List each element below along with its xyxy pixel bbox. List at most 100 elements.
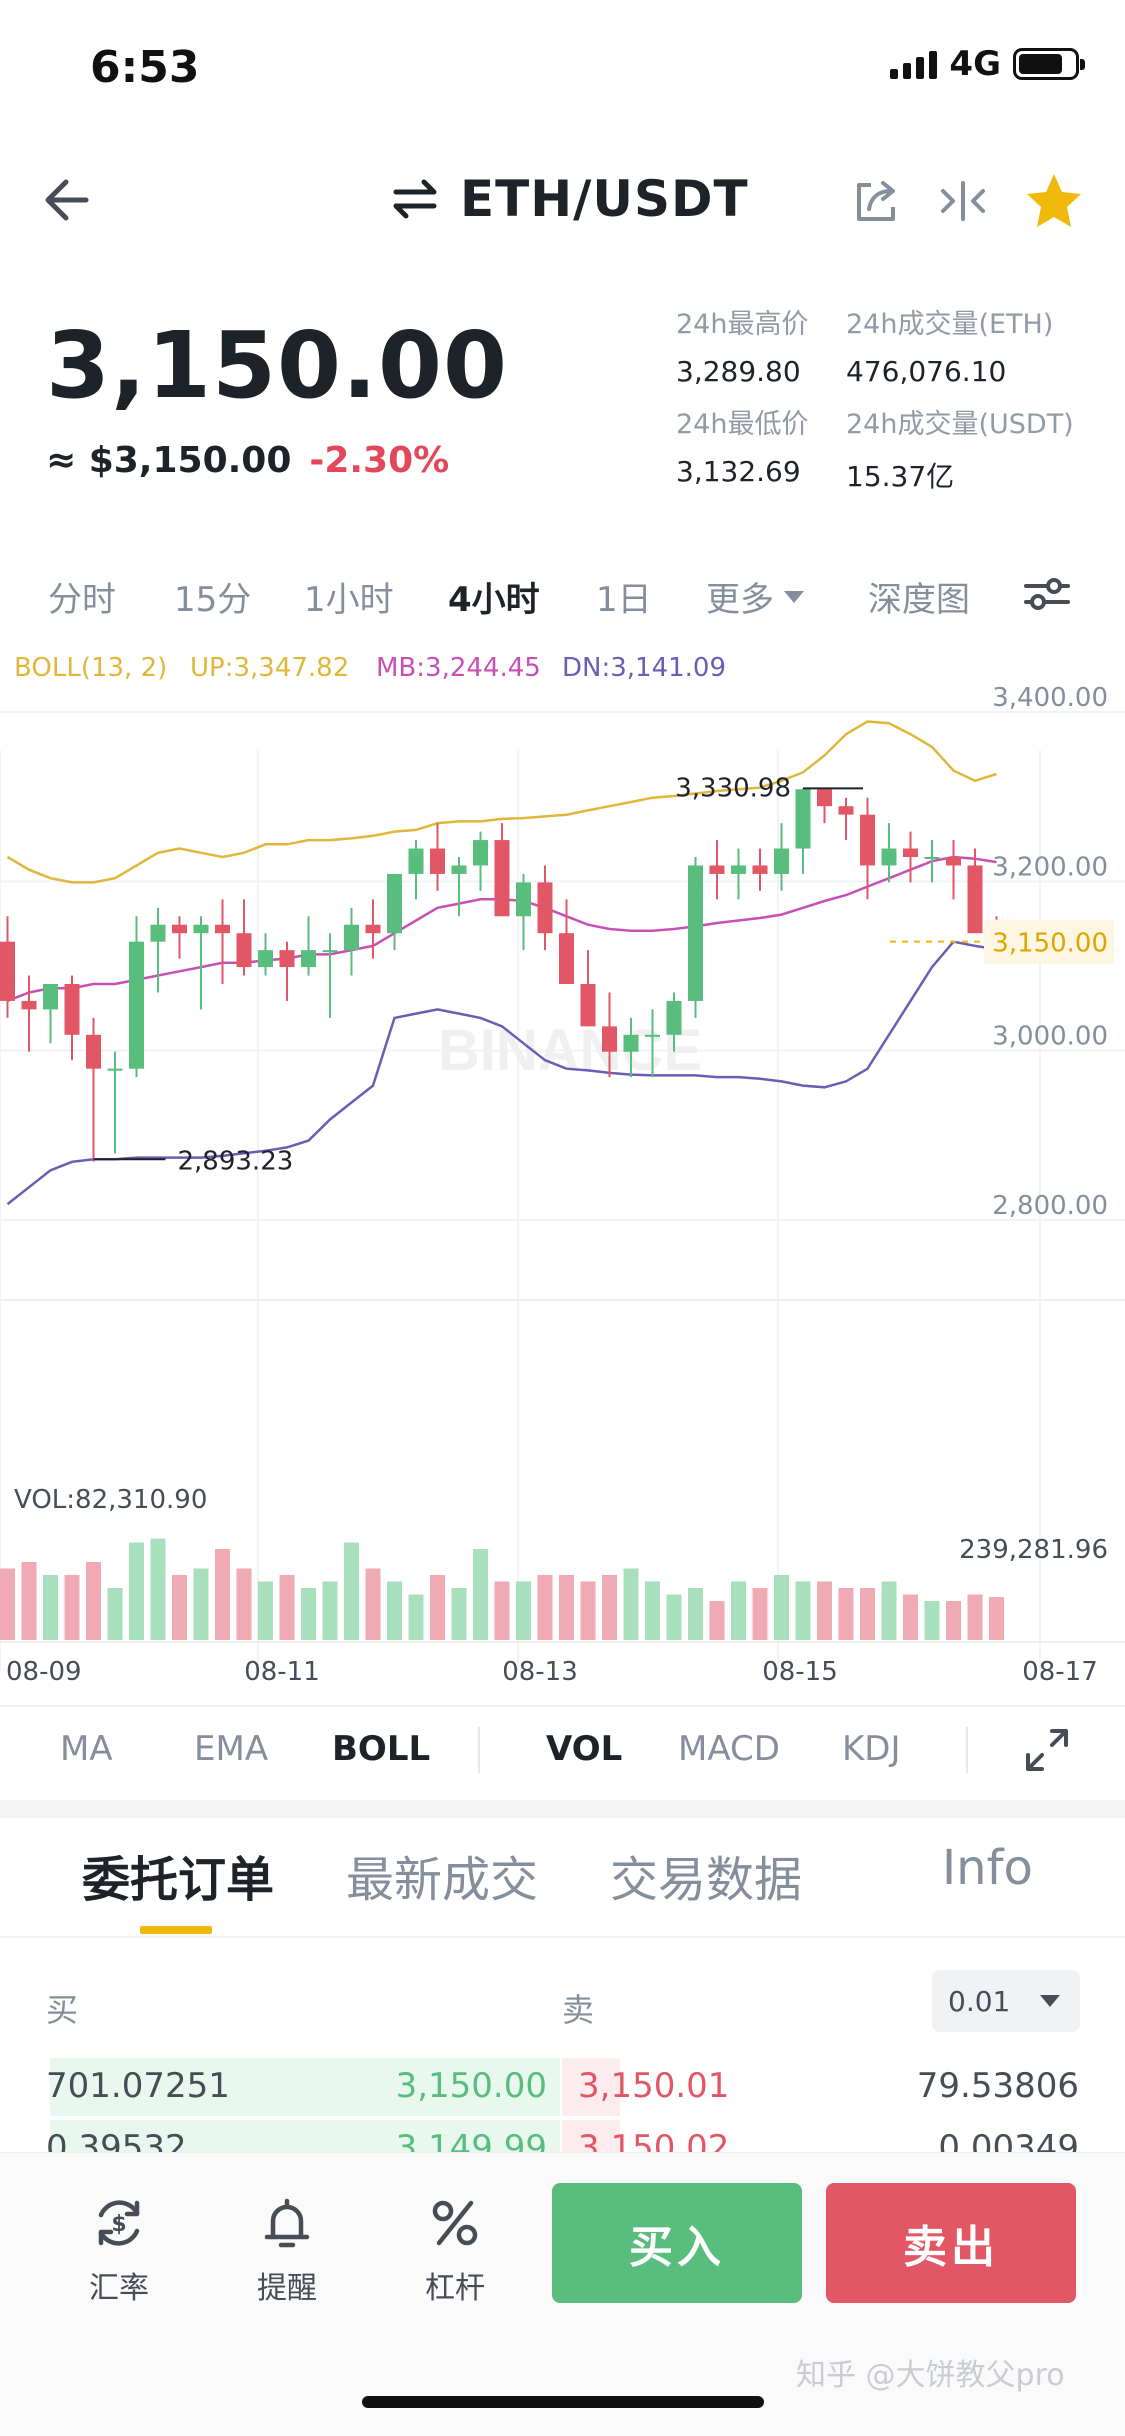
date-axis-label: 08-13 [502,1657,578,1687]
watermark-text: 知乎 @大饼教父pro [796,2358,1065,2393]
buy-price: 3,150.00 [395,2066,547,2106]
tab-timeframe-4h[interactable]: 4小时 [448,580,540,620]
current-price-tag-bg [984,919,1114,964]
price-stats: 24h最高价 24h成交量(ETH) 3,289.80 476,076.10 2… [676,302,1106,495]
volume-bar [903,1594,918,1640]
star-icon[interactable] [1023,170,1085,232]
bottom-action-bar: $ 汇率 提醒 杠杆 买入 卖出 [0,2152,1125,2436]
tab-timeframe-15m[interactable]: 15分 [174,580,252,620]
volume-bar [494,1581,510,1640]
pair-title: ETH/USDT [460,170,749,228]
tab-market-data[interactable]: 交易数据 [610,1852,803,1908]
indicator-divider [966,1727,968,1773]
alert-button[interactable]: 提醒 [232,2193,342,2307]
margin-button[interactable]: 杠杆 [400,2193,510,2307]
buy-price: 3,149.99 [395,2128,547,2152]
volume-bar [107,1588,123,1640]
candle-body [860,814,875,866]
volume-bar [473,1549,488,1640]
precision-select[interactable]: 0.01 [932,1970,1080,2032]
orderbook-row[interactable]: 0.39532 3,149.99 3,150.02 0.00349 [0,2120,1125,2152]
volume-bar [258,1581,273,1640]
stat-label: 24h最高价 [676,309,809,340]
swap-arrows-icon [393,179,437,219]
tab-trades[interactable]: 最新成交 [346,1852,539,1908]
orderbook-row[interactable]: 701.07251 3,150.00 3,150.01 79.53806 [0,2058,1125,2116]
volume-bar [344,1542,359,1640]
volume-bar [989,1597,1004,1640]
candle-body [408,848,424,874]
exchange-rate-button[interactable]: $ 汇率 [64,2193,174,2307]
candle-body [666,1000,682,1035]
fiat-price: ≈ $3,150.00 [46,440,292,481]
buy-button[interactable]: 买入 [552,2183,802,2303]
volume-bar [279,1575,295,1640]
candle-body [774,848,789,874]
candle-body [86,1034,101,1069]
tab-depth-chart[interactable]: 深度图 [868,580,970,620]
candle-body [365,924,381,934]
candle-body [129,941,144,1069]
tab-indicator-ma[interactable]: MA [60,1729,113,1769]
candle-body [731,865,746,874]
candle-body [494,840,510,917]
kline-chart[interactable]: BINANCE BOLL(13, 2) UP:3,347.82 MB:3,244.4… [0,640,1125,1700]
candle-body [688,865,703,1001]
candle-body [752,865,768,874]
candle-body [881,848,897,866]
tab-info[interactable]: Info [942,1840,1033,1896]
volume-bar [580,1581,596,1640]
volume-bar [516,1581,531,1640]
tab-indicator-kdj[interactable]: KDJ [842,1729,901,1769]
boll-upper-line [6,720,997,884]
pair-selector[interactable]: ETH/USDT [390,170,749,228]
buy-qty: 701.07251 [46,2066,230,2106]
volume-bar [150,1538,166,1640]
high-marker-label: 3,330.98 [675,773,791,803]
sell-depth-bar [562,2058,620,2116]
tab-orders[interactable]: 委托订单 [82,1852,275,1908]
candle-body [43,984,58,1010]
share-icon[interactable] [851,175,903,227]
price-change: -2.30% [309,440,450,481]
sell-price: 3,150.01 [578,2066,730,2106]
tab-indicator-ema[interactable]: EMA [194,1729,269,1769]
sell-button[interactable]: 卖出 [826,2183,1076,2303]
volume-bar [43,1575,58,1640]
volume-bar [731,1581,746,1640]
volume-bar [860,1588,875,1640]
candle-body [924,857,940,859]
candle-body [193,924,209,934]
last-price: 3,150.00 [46,312,508,419]
tab-indicator-macd[interactable]: MACD [678,1729,780,1769]
back-button[interactable] [34,170,94,230]
price-axis-label: 2,800.00 [992,1191,1108,1221]
candle-body [602,1026,617,1052]
date-axis-label: 08-09 [6,1657,82,1687]
boll-legend-text: MB:3,244.45 [376,653,541,683]
tab-indicator-boll[interactable]: BOLL [332,1729,431,1769]
volume-bar [365,1568,381,1640]
volume-bar [193,1568,209,1640]
price-axis-label: 3,200.00 [992,852,1108,882]
tab-timeframe-line[interactable]: 分时 [48,580,116,620]
candle-body [64,984,80,1035]
status-icons: 4G [890,44,1085,84]
volume-axis-label: 239,281.96 [959,1535,1108,1565]
timeframe-more[interactable]: 更多 [706,572,806,621]
tab-timeframe-1d[interactable]: 1日 [596,580,652,620]
split-view-icon[interactable] [937,175,989,227]
candle-body [623,1034,639,1052]
tab-indicator-vol[interactable]: VOL [546,1729,623,1769]
volume-bar [408,1594,424,1640]
volume-bar [709,1601,725,1640]
volume-bar [645,1581,660,1640]
candle-body [709,865,725,874]
orderbook-buy-header: 买 [46,1991,79,2029]
sell-qty: 0.00349 [938,2128,1079,2152]
volume-bar [795,1581,811,1640]
chart-settings-icon[interactable] [1022,574,1072,614]
exchange-rate-label: 汇率 [89,2271,149,2306]
expand-icon[interactable] [1024,1727,1070,1773]
tab-timeframe-1h[interactable]: 1小时 [304,580,394,620]
